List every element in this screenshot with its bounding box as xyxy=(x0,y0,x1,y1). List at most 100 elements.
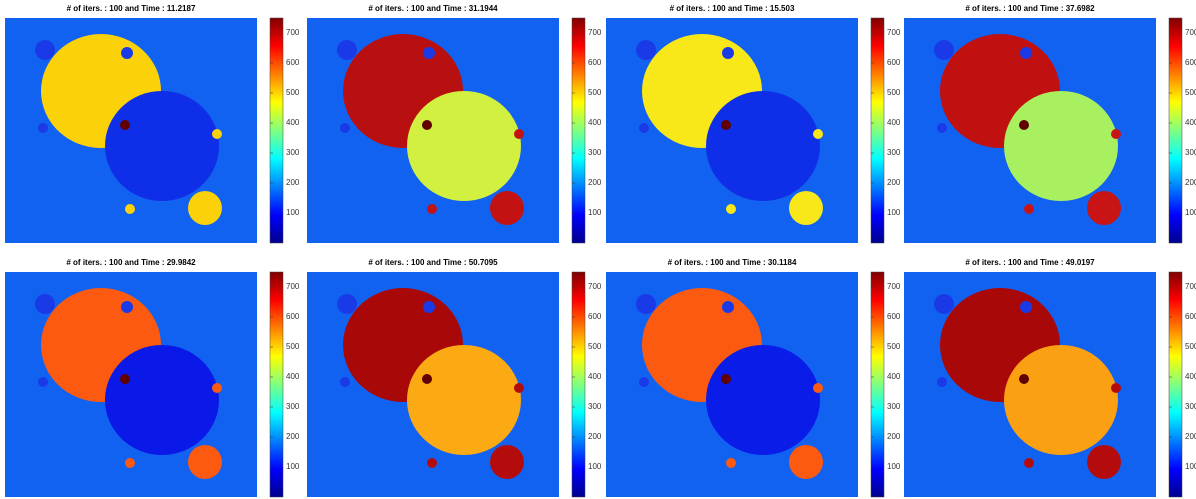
colorbar-tick-label: 500 xyxy=(1185,88,1196,97)
fractal-bulb xyxy=(1087,445,1121,479)
fractal-lobe xyxy=(407,91,521,201)
colorbar-tick-label: 100 xyxy=(1185,462,1196,471)
fractal-bulb xyxy=(188,191,222,225)
fractal-lobe xyxy=(105,345,219,455)
fractal-bulb xyxy=(340,123,350,133)
fractal-bulb xyxy=(125,204,135,214)
colorbar-tick-label: 200 xyxy=(1185,432,1196,441)
panel-title: # of iters. : 100 and Time : 37.6982 xyxy=(965,4,1095,13)
fractal-bulb xyxy=(636,294,656,314)
colorbar-tick-label: 300 xyxy=(588,148,602,157)
colorbar-tick-label: 100 xyxy=(588,462,602,471)
fractal-bulb xyxy=(121,47,133,59)
fractal-bulb xyxy=(337,294,357,314)
fractal-bulb xyxy=(38,123,48,133)
colorbar-tick-label: 500 xyxy=(887,342,901,351)
fractal-bulb xyxy=(212,129,222,139)
fractal-bulb xyxy=(188,445,222,479)
panel-title: # of iters. : 100 and Time : 11.2187 xyxy=(67,4,196,13)
fractal-bulb xyxy=(636,40,656,60)
panel-title: # of iters. : 100 and Time : 50.7095 xyxy=(368,258,498,267)
fractal-lobe xyxy=(1004,91,1118,201)
colorbar-tick-label: 200 xyxy=(286,178,300,187)
colorbar-tick-label: 400 xyxy=(588,372,602,381)
colorbar-tick-label: 700 xyxy=(286,282,300,291)
fractal-bulb xyxy=(937,377,947,387)
fractal-bulb xyxy=(726,204,736,214)
fractal-core xyxy=(721,374,731,384)
colorbar-tick-label: 400 xyxy=(1185,372,1196,381)
colorbar-tick-label: 700 xyxy=(588,28,602,37)
colorbar-tick-label: 400 xyxy=(286,118,300,127)
fractal-bulb xyxy=(789,445,823,479)
colorbar-tick-label: 300 xyxy=(887,402,901,411)
fractal-bulb xyxy=(934,294,954,314)
colorbar-tick-label: 700 xyxy=(887,28,901,37)
fractal-bulb xyxy=(1111,383,1121,393)
colorbar xyxy=(571,17,586,244)
colorbar xyxy=(269,271,284,498)
colorbar-tick-label: 200 xyxy=(588,178,602,187)
colorbar-tick-label: 100 xyxy=(1185,208,1196,217)
fractal-bulb xyxy=(337,40,357,60)
colorbar-tick-label: 500 xyxy=(286,88,300,97)
fractal-bulb xyxy=(427,204,437,214)
fractal-bulb xyxy=(35,294,55,314)
fractal-bulb xyxy=(813,383,823,393)
fractal-bulb xyxy=(722,301,734,313)
panel-title: # of iters. : 100 and Time : 31.1944 xyxy=(368,4,498,13)
fractal-bulb xyxy=(38,377,48,387)
fractal-bulb xyxy=(789,191,823,225)
colorbar-tick-label: 500 xyxy=(887,88,901,97)
colorbar-tick-label: 700 xyxy=(286,28,300,37)
colorbar-tick-label: 600 xyxy=(588,58,602,67)
colorbar-tick-label: 300 xyxy=(286,148,300,157)
fractal-bulb xyxy=(490,191,524,225)
fractal-lobe xyxy=(706,91,820,201)
colorbar-tick-label: 400 xyxy=(1185,118,1196,127)
panel-title: # of iters. : 100 and Time : 15.503 xyxy=(670,4,795,13)
colorbar xyxy=(571,271,586,498)
panel-title: # of iters. : 100 and Time : 49.0197 xyxy=(965,258,1095,267)
fractal-core xyxy=(721,120,731,130)
colorbar xyxy=(870,17,885,244)
fractal-bulb xyxy=(639,123,649,133)
fractal-bulb xyxy=(934,40,954,60)
fractal-bulb xyxy=(1111,129,1121,139)
colorbar-tick-label: 100 xyxy=(588,208,602,217)
colorbar-tick-label: 600 xyxy=(286,312,300,321)
colorbar-tick-label: 500 xyxy=(1185,342,1196,351)
fractal-lobe xyxy=(706,345,820,455)
fractal-bulb xyxy=(121,301,133,313)
fractal-bulb xyxy=(125,458,135,468)
colorbar-tick-label: 500 xyxy=(588,342,602,351)
fractal-bulb xyxy=(423,301,435,313)
fractal-core xyxy=(120,120,130,130)
fractal-bulb xyxy=(1024,458,1034,468)
colorbar-tick-label: 200 xyxy=(588,432,602,441)
colorbar-tick-label: 600 xyxy=(588,312,602,321)
colorbar-tick-label: 300 xyxy=(1185,148,1196,157)
fractal-core xyxy=(422,120,432,130)
colorbar-tick-label: 500 xyxy=(588,88,602,97)
fractal-core xyxy=(422,374,432,384)
colorbar-tick-label: 600 xyxy=(286,58,300,67)
fractal-bulb xyxy=(722,47,734,59)
fractal-lobe xyxy=(407,345,521,455)
colorbar-tick-label: 300 xyxy=(588,402,602,411)
colorbar-tick-label: 700 xyxy=(588,282,602,291)
fractal-bulb xyxy=(212,383,222,393)
colorbar xyxy=(1168,17,1183,244)
fractal-bulb xyxy=(639,377,649,387)
colorbar-tick-label: 600 xyxy=(1185,312,1196,321)
colorbar-tick-label: 200 xyxy=(286,432,300,441)
fractal-bulb xyxy=(427,458,437,468)
colorbar-tick-label: 300 xyxy=(286,402,300,411)
fractal-bulb xyxy=(1087,191,1121,225)
fractal-bulb xyxy=(1020,301,1032,313)
fractal-bulb xyxy=(726,458,736,468)
colorbar-tick-label: 600 xyxy=(887,312,901,321)
fractal-bulb xyxy=(340,377,350,387)
colorbar-tick-label: 100 xyxy=(887,208,901,217)
colorbar-tick-label: 400 xyxy=(887,372,901,381)
